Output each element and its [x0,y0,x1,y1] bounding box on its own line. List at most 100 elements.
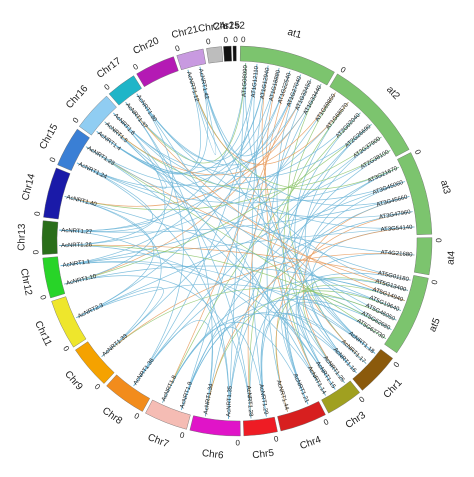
gene-label: AcNRT1.9 [180,381,195,410]
gene-label: AcNRT1.28 [245,385,253,417]
link [281,112,361,405]
link [59,245,326,396]
gene-label: AT3G47960 [379,209,412,220]
link [136,93,326,396]
chromosome-segment [206,46,224,64]
link [113,112,411,281]
start-label: 0 [132,410,141,420]
chromosome-label: Chr21 [170,24,200,41]
link [85,146,336,390]
link [64,196,155,318]
start-label: 0 [33,210,43,216]
link [59,244,411,281]
chromosome-label: Chr20 [132,35,162,57]
link [59,63,247,232]
start-label: 0 [71,115,81,124]
link [59,93,174,247]
chromosome-segment [397,152,433,235]
chromosome-label: Chr7 [146,432,171,450]
chromosome-segment [41,220,59,255]
gene-label: AcNRT1.33 [102,333,130,358]
link [64,275,252,419]
link [284,301,386,405]
gene-label: AT4G21680 [380,250,413,259]
link [101,287,397,357]
chromosome-segment [384,275,429,354]
chromosome-label: s1s2 [224,21,246,32]
gene-label: AT1G08090 [242,64,250,97]
link [297,303,376,384]
chromosome-segment [277,401,326,432]
gene-label: AcNRT1.1 [62,259,91,269]
link [286,181,405,405]
start-label: 0 [235,438,240,447]
link [298,288,401,390]
link [295,253,415,396]
links [59,63,415,419]
chromosome-label: at4 [445,250,457,265]
link [64,196,401,311]
link [101,253,415,357]
link [266,78,312,412]
link [180,326,267,417]
start-label: 0 [429,279,439,286]
link [104,121,336,390]
link [249,272,411,419]
chromosome-label: Chr14 [20,172,38,202]
chromosome-segment [43,167,71,220]
chromosome-segment [145,399,191,430]
chromosome-segment [223,45,232,62]
start-label: 0 [233,35,238,44]
gene-label: AcNRT1.23 [86,146,116,168]
link [187,69,392,330]
link [85,112,361,188]
chromosome-label: Chr17 [95,56,124,81]
link [244,63,376,354]
start-label: 0 [357,394,367,404]
chromosome-label: Chr8 [100,405,124,427]
link [76,67,280,188]
link [228,63,247,419]
link [76,286,164,357]
chromosome-label: Chr15 [38,122,61,152]
chromosome-segment [176,48,206,71]
link [162,74,301,403]
start-label: 0 [413,148,423,157]
chromosome-segment [243,416,278,437]
chromosome-segment [78,95,117,136]
chromosome-segment [42,256,66,299]
link [295,136,382,390]
chromosome-label: Chr1 [382,377,405,401]
link [287,83,367,364]
link [249,101,349,419]
gene-label: AcNRT1.10 [66,274,98,287]
link [59,101,349,247]
chromosome-label: Chr3 [344,410,369,431]
start-label: 0 [131,62,140,72]
link [104,121,397,321]
chromosome-label: at5 [427,316,443,333]
link [64,136,382,211]
chromosome-segment [108,75,142,106]
chromosome-label: Chr5 [252,448,275,462]
link [113,70,291,169]
gene-label: AcNRT1.29 [257,384,268,416]
start-label: 0 [272,434,279,444]
gene-label: AT3G45060 [372,180,405,197]
link [265,67,326,396]
start-label: 0 [205,37,211,47]
gene-label: AT3G54140 [380,225,413,234]
gene-label: AcNRT1.36 [133,357,156,386]
start-label: 0 [31,249,40,255]
start-label: 0 [61,344,71,353]
gene-label: AcNRT1.40 [66,195,98,209]
chromosome-label: Chr13 [16,223,27,251]
link [59,229,230,419]
gene-label: AcNRT1.21 [292,373,310,404]
start-label: 0 [178,430,185,440]
start-label: 0 [38,293,48,300]
gene-label: AcNRT1.27 [61,228,93,236]
chromosome-label: Chr12 [18,268,34,297]
start-label: 0 [241,35,246,44]
link [136,65,269,162]
